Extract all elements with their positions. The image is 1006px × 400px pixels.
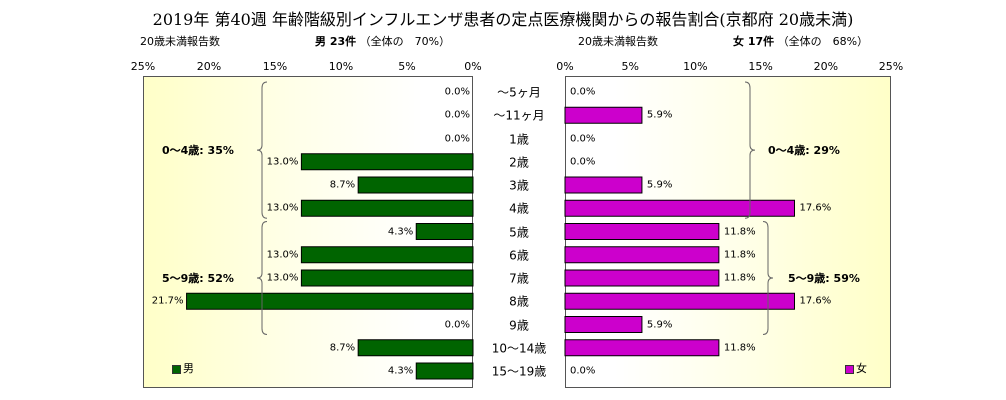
male-value-label: 0.0%: [444, 86, 470, 98]
female-value-label: 11.8%: [723, 342, 756, 354]
male-total: （全体の 70%）: [359, 35, 451, 48]
male-bar: [300, 153, 474, 171]
female-bar: [564, 339, 720, 357]
female-value-label: 0.0%: [570, 156, 596, 168]
category-label: 5歳: [509, 225, 529, 239]
female-value-label: 5.9%: [646, 109, 673, 121]
female-value-label: 0.0%: [570, 133, 596, 144]
male-age-group-label: 0～4歳: 35%: [162, 144, 234, 158]
female-total: （全体の 68%）: [777, 35, 869, 48]
female-count: 女 17件: [733, 35, 775, 48]
left-tick-label: 10%: [328, 60, 354, 73]
male-bar: [300, 246, 474, 264]
male-bar: [186, 292, 474, 310]
male-age-group-label: 5～9歳: 52%: [162, 272, 234, 285]
female-bar: [564, 316, 643, 333]
male-value-label: 13.0%: [266, 272, 299, 284]
legend-female: 女: [845, 360, 867, 376]
male-value-label: 13.0%: [266, 202, 299, 214]
group-brace: [762, 221, 774, 335]
female-value-label: 0.0%: [570, 86, 596, 98]
female-age-group-label: 0～4歳: 29%: [768, 144, 840, 158]
left-tick-label: 0%: [464, 60, 482, 73]
right-tick-label: 20%: [813, 60, 839, 73]
female-bar: [564, 269, 720, 287]
male-bar: [300, 199, 474, 217]
category-label: 8歳: [509, 294, 529, 309]
female-value-label: 11.8%: [723, 272, 756, 284]
category-label: 10～14歳: [491, 341, 547, 356]
male-count: 男 23件: [315, 35, 357, 48]
male-bar: [357, 176, 474, 194]
male-bar: [300, 269, 474, 287]
male-bar: [357, 339, 474, 357]
left-tick-label: 15%: [262, 60, 288, 73]
male-value-label: 0.0%: [444, 109, 470, 121]
male-bar: [415, 362, 474, 380]
female-count-header: 女 17件 （全体の 68%）: [733, 33, 868, 49]
male-value-label: 8.7%: [329, 179, 356, 191]
female-age-group-label: 5～9歳: 59%: [788, 272, 860, 285]
female-bar: [564, 176, 643, 194]
male-value-label: 13.0%: [266, 249, 299, 261]
female-bar: [564, 292, 796, 310]
legend-male-label: 男: [183, 362, 194, 375]
female-bar: [564, 223, 720, 240]
category-label: ～5ヶ月: [497, 85, 541, 100]
left-tick-label: 20%: [196, 60, 222, 73]
group-brace: [256, 221, 268, 335]
male-value-label: 21.7%: [151, 295, 184, 307]
chart-title: 2019年 第40週 年齢階級別インフルエンザ患者の定点医療機関からの報告割合(…: [152, 10, 854, 29]
female-value-label: 11.8%: [723, 226, 756, 237]
right-tick-label: 10%: [683, 60, 708, 73]
male-value-label: 13.0%: [266, 156, 299, 168]
male-bar: [415, 223, 474, 240]
male-value-label: 4.3%: [387, 226, 414, 237]
category-label: 4歳: [509, 201, 529, 216]
female-value-label: 11.8%: [723, 249, 756, 261]
right-tick-label: 25%: [878, 60, 904, 73]
category-label: 7歳: [509, 271, 529, 286]
female-value-label: 0.0%: [570, 365, 596, 377]
legend-female-label: 女: [856, 362, 867, 375]
female-bar: [564, 199, 796, 217]
category-label: 2歳: [509, 155, 529, 170]
male-count-header: 男 23件 （全体の 70%）: [315, 33, 450, 49]
category-label: 9歳: [509, 318, 529, 332]
female-value-label: 5.9%: [646, 179, 673, 191]
category-label: ～11ヶ月: [493, 108, 545, 123]
right-tick-label: 5%: [621, 60, 639, 73]
male-value-label: 0.0%: [444, 319, 470, 330]
category-label: 3歳: [509, 178, 529, 193]
group-brace: [256, 81, 268, 219]
female-value-label: 17.6%: [799, 202, 832, 214]
left-count-label: 20歳未満報告数: [140, 35, 220, 48]
left-tick-label: 5%: [398, 60, 416, 73]
legend-male-swatch: [172, 364, 181, 374]
category-label: 1歳: [509, 132, 529, 146]
male-value-label: 0.0%: [444, 133, 470, 144]
female-value-label: 17.6%: [799, 295, 832, 307]
male-value-label: 8.7%: [329, 342, 356, 354]
female-bar: [564, 106, 643, 124]
legend-male: 男: [172, 360, 194, 376]
left-tick-label: 25%: [130, 60, 156, 73]
female-bar: [564, 246, 720, 264]
group-brace: [744, 81, 756, 219]
female-value-label: 5.9%: [646, 319, 673, 330]
right-count-label: 20歳未満報告数: [578, 35, 658, 48]
right-tick-label: 15%: [748, 60, 773, 73]
category-label: 6歳: [509, 248, 529, 263]
category-label: 15～19歳: [491, 364, 547, 379]
right-tick-label: 0%: [556, 60, 574, 73]
male-value-label: 4.3%: [387, 365, 414, 377]
legend-female-swatch: [845, 364, 854, 374]
